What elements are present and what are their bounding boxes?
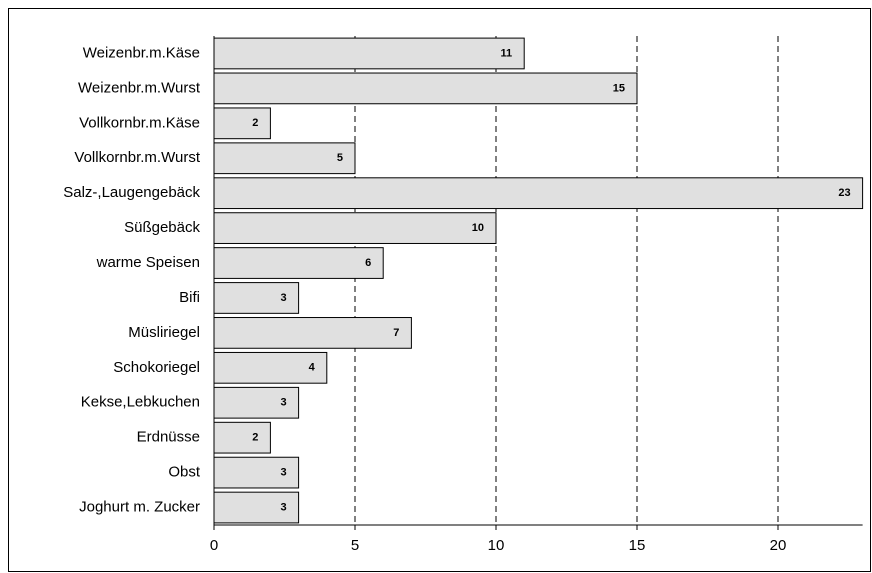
- y-tick-label: Müsliriegel: [128, 324, 200, 341]
- value-label: 11: [501, 47, 513, 59]
- y-tick-label: Schokoriegel: [113, 359, 200, 376]
- value-label: 2: [252, 432, 258, 444]
- value-label: 3: [280, 292, 286, 304]
- y-tick-label: Weizenbr.m.Wurst: [78, 79, 201, 96]
- x-tick-label: 15: [629, 537, 646, 554]
- value-label: 3: [280, 501, 286, 513]
- y-tick-label: Kekse,Lebkuchen: [81, 394, 200, 411]
- y-tick-label: Salz-,Laugengebäck: [63, 184, 200, 201]
- bar: [213, 212, 497, 244]
- value-label: 15: [613, 82, 625, 94]
- value-label: 23: [838, 187, 850, 199]
- bar: [213, 491, 300, 524]
- x-tick-label: 5: [351, 537, 359, 554]
- bar: [213, 72, 638, 105]
- y-tick-label: Vollkornbr.m.Wurst: [74, 149, 200, 166]
- bar: [213, 317, 412, 349]
- x-tick-label: 10: [488, 537, 505, 554]
- bar: [213, 247, 384, 279]
- x-tick-label: 20: [770, 537, 787, 554]
- value-label: 5: [337, 152, 343, 164]
- bar: [213, 37, 525, 70]
- value-label: 2: [252, 117, 258, 129]
- y-tick-label: Erdnüsse: [137, 429, 200, 446]
- y-tick-label: warme Speisen: [96, 254, 200, 271]
- value-label: 3: [280, 467, 286, 479]
- value-label: 7: [393, 327, 399, 339]
- bar: [213, 456, 300, 489]
- value-label: 4: [309, 362, 316, 374]
- y-tick-label: Obst: [168, 464, 201, 481]
- bar: [213, 177, 864, 210]
- y-tick-label: Weizenbr.m.Käse: [83, 44, 200, 61]
- y-tick-label: Joghurt m. Zucker: [79, 499, 200, 516]
- bar: [213, 421, 271, 454]
- value-label: 3: [280, 397, 286, 409]
- value-label: 10: [472, 222, 484, 234]
- value-label: 6: [365, 257, 371, 269]
- y-tick-label: Vollkornbr.m.Käse: [79, 114, 200, 131]
- y-tick-label: Bifi: [179, 289, 200, 306]
- bar: [213, 282, 300, 314]
- frame: [8, 8, 871, 572]
- bar: [213, 142, 356, 175]
- y-tick-label: Süßgebäck: [124, 219, 200, 236]
- bar: [213, 107, 271, 140]
- bar: [213, 386, 300, 419]
- x-tick-label: 0: [210, 537, 218, 554]
